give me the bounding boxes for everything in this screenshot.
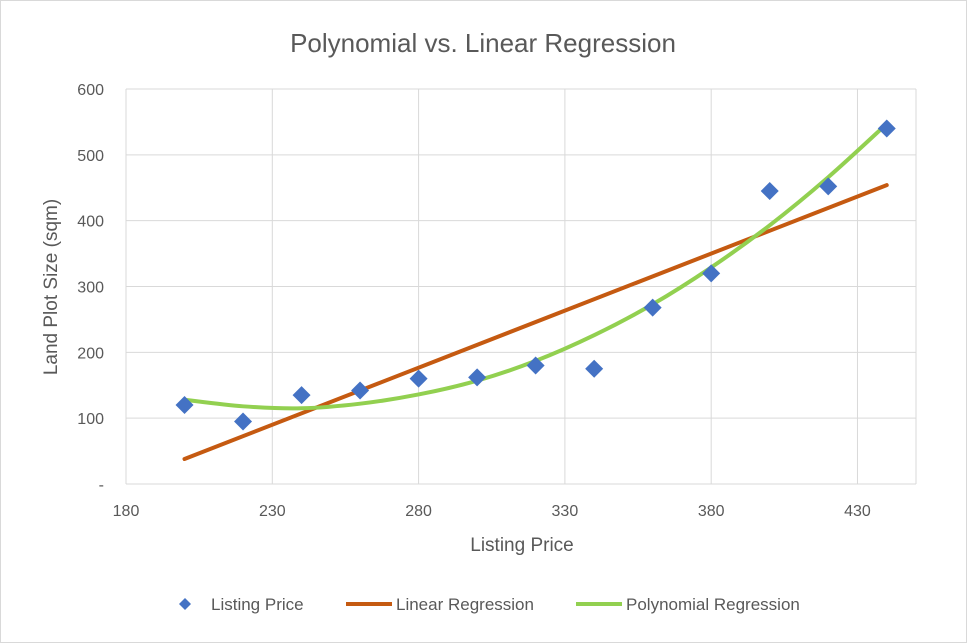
y-tick-label: 300 [77,280,104,297]
data-point-marker [585,359,604,378]
data-point-marker [819,177,838,196]
legend: Listing Price Linear Regression Polynomial… [179,595,800,614]
data-point-marker [292,386,311,405]
x-tick-label: 180 [113,503,140,520]
data-point-marker [351,381,370,400]
data-point-marker [468,368,487,387]
data-point-marker [760,182,779,201]
y-tick-label: 100 [77,411,104,428]
y-tick-label: - [99,477,104,494]
axis-ticks: - 100 200 300 400 500 600 180 230 280 330 380 430 [77,82,871,520]
legend-label-linear: Linear Regression [396,595,534,614]
data-point-marker [877,119,896,138]
x-axis-title: Listing Price [470,535,574,556]
data-point-marker [526,356,545,375]
data-point-marker [643,298,662,317]
x-tick-label: 380 [698,503,725,520]
legend-marker-listing-price [179,598,191,610]
chart-title: Polynomial vs. Linear Regression [290,28,676,58]
y-tick-label: 400 [77,214,104,231]
data-point-marker [175,396,194,414]
legend-label-polynomial: Polynomial Regression [626,595,800,614]
x-tick-label: 280 [405,503,432,520]
y-tick-label: 600 [77,82,104,99]
x-tick-label: 430 [844,503,871,520]
y-tick-label: 200 [77,345,104,362]
y-axis-title: Land Plot Size (sqm) [41,199,62,375]
linear-regression-line [182,183,889,461]
x-tick-label: 330 [552,503,579,520]
plot-series [175,119,896,461]
data-point-marker [234,412,253,431]
y-tick-label: 500 [77,148,104,165]
grid-lines [125,88,917,485]
legend-label-listing-price: Listing Price [211,595,304,614]
polynomial-regression-line [182,121,889,411]
x-tick-label: 230 [259,503,286,520]
data-point-marker [702,264,721,283]
data-point-marker [409,369,428,388]
